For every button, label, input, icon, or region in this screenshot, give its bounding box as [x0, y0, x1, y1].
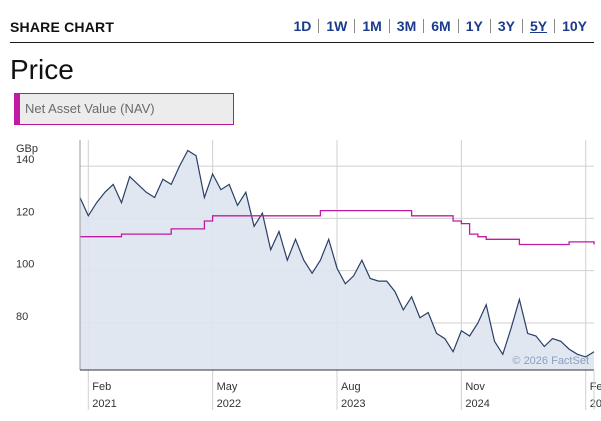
- x-tick-year-label: 2024: [465, 398, 489, 410]
- price-area-fill: [80, 150, 594, 370]
- range-selector: 1D 1W 1M 3M 6M 1Y 3Y 5Y 10Y: [286, 18, 594, 34]
- y-axis-unit-label: GBp: [16, 143, 38, 155]
- range-5y-button[interactable]: 5Y: [529, 18, 548, 34]
- range-1d-button[interactable]: 1D: [293, 18, 312, 34]
- range-separator: [354, 19, 356, 33]
- share-chart-title: SHARE CHART: [10, 19, 115, 35]
- range-separator: [489, 19, 491, 33]
- x-tick-year-label: 2021: [92, 398, 116, 410]
- share-chart-header: SHARE CHART 1D 1W 1M 3M 6M 1Y 3Y 5Y 10Y: [10, 14, 594, 43]
- x-tick-month-label: Feb: [590, 381, 601, 393]
- range-separator: [521, 19, 523, 33]
- nav-legend-swatch: [14, 93, 20, 125]
- range-1y-button[interactable]: 1Y: [465, 18, 483, 34]
- nav-legend-toggle[interactable]: Net Asset Value (NAV): [14, 93, 234, 125]
- range-separator: [554, 19, 556, 33]
- range-separator: [318, 19, 320, 33]
- x-tick-year-label: 2022: [217, 398, 241, 410]
- x-tick-year-label: 2023: [341, 398, 365, 410]
- x-tick-month-label: Nov: [465, 381, 485, 393]
- nav-series-line: [80, 209, 595, 246]
- price-heading: Price: [10, 54, 74, 85]
- x-tick-year-label: 2026: [590, 398, 601, 410]
- x-tick-month-label: Feb: [92, 381, 111, 393]
- range-separator: [388, 19, 390, 33]
- y-tick-label: 140: [16, 154, 34, 166]
- y-tick-label: 120: [16, 206, 34, 218]
- range-3y-button[interactable]: 3Y: [497, 18, 515, 34]
- range-6m-button[interactable]: 6M: [431, 18, 451, 34]
- price-series-line: [79, 149, 595, 358]
- chart-axes: 80 100 120 140 Feb 2021 May 2022 Aug 2023 Nov 2024 F…: [16, 140, 601, 410]
- x-tick-month-label: May: [217, 381, 238, 393]
- y-tick-label: 80: [16, 311, 28, 323]
- range-separator: [457, 19, 459, 33]
- x-tick-month-label: Aug: [341, 381, 361, 393]
- factset-credit: © 2026 FactSet: [512, 355, 589, 367]
- nav-legend-label: Net Asset Value (NAV): [25, 101, 155, 116]
- range-10y-button[interactable]: 10Y: [562, 18, 587, 34]
- range-1m-button[interactable]: 1M: [362, 18, 382, 34]
- range-3m-button[interactable]: 3M: [396, 18, 417, 34]
- range-1w-button[interactable]: 1W: [326, 18, 348, 34]
- y-tick-label: 100: [16, 259, 34, 271]
- range-separator: [423, 19, 425, 33]
